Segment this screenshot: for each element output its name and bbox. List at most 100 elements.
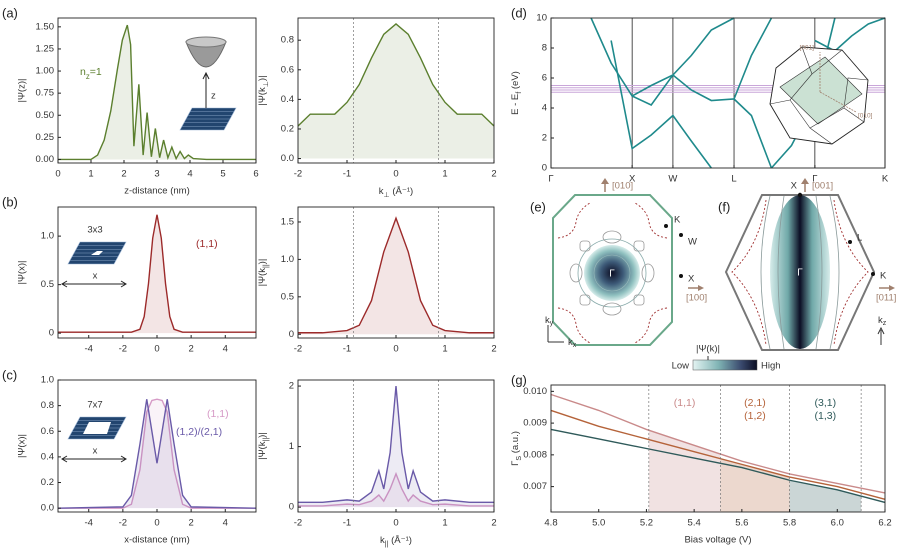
- panel-label: (g): [511, 372, 527, 387]
- density: [770, 195, 830, 349]
- text-part: E - E: [510, 94, 521, 115]
- x-tick-label: 0: [55, 169, 60, 180]
- x-tick-label: 5.8: [783, 518, 796, 529]
- line: [58, 214, 256, 333]
- text-part: k: [568, 337, 573, 348]
- y-axis-label: |Ψ(z)|: [17, 79, 28, 103]
- x-tick-label: -4: [84, 518, 92, 529]
- arrow-head: [601, 178, 609, 184]
- x-tick-label: 2: [491, 169, 496, 180]
- x-tick-label: 2: [491, 344, 496, 355]
- x-tick-label: 1: [442, 344, 447, 355]
- x-tick-label: 5.0: [592, 518, 605, 529]
- colorbar-low: Low: [672, 361, 690, 372]
- y-tick-label: 8: [542, 43, 547, 54]
- contour: [593, 254, 631, 292]
- region-label: (1,2): [744, 410, 766, 422]
- x-tick-label: -2: [294, 169, 302, 180]
- text-part: Γ: [510, 461, 521, 466]
- text-part: n: [80, 66, 86, 78]
- inset-axis-label: x: [93, 271, 98, 282]
- point: [664, 224, 668, 228]
- line: [610, 40, 712, 169]
- y-tick-label: 1.0: [41, 231, 54, 242]
- series-label: (1,1): [196, 238, 218, 250]
- text-part: k: [878, 315, 883, 326]
- text-part: (Å⁻¹): [390, 186, 413, 197]
- point-label: X: [688, 274, 695, 285]
- x-tick-label: 4: [223, 518, 228, 529]
- y-tick-label: 0.008: [523, 449, 547, 460]
- line: [298, 471, 494, 507]
- line: [57, 399, 257, 509]
- axis-arrow: [877, 326, 885, 345]
- map-f: (f) Γ X [001] L K [011] kz: [718, 178, 896, 351]
- panel-label: (f): [718, 199, 730, 214]
- panel-label: (e): [530, 199, 546, 214]
- line: [814, 17, 886, 52]
- line: [631, 73, 773, 169]
- x-tick-label: 3: [154, 169, 159, 180]
- map-e: (e) Γ [010] K W X [100] ky kx: [530, 178, 707, 349]
- y-tick-label: 1.00: [36, 66, 55, 77]
- colorbar: |Ψ(k)| Low High: [672, 344, 781, 372]
- x-tick-label: 5: [220, 169, 225, 180]
- plot-area: [58, 380, 256, 512]
- y-tick-label: 0.50: [36, 110, 55, 121]
- y-tick-label: 0.5: [281, 291, 294, 302]
- arrow-head: [61, 455, 127, 463]
- text-part: |Ψ(k: [257, 87, 268, 106]
- direction-label: [010]: [612, 181, 633, 192]
- contour: [577, 238, 647, 308]
- point: [848, 240, 852, 244]
- x-tick-label: 0: [154, 344, 159, 355]
- plot-area: [298, 207, 494, 338]
- y-tick-label: 1.0: [41, 375, 54, 386]
- dashed-contours: [557, 202, 668, 344]
- y-axis-label: |Ψ(x)|: [17, 434, 28, 458]
- panel-label: (b): [2, 194, 18, 209]
- x-tick-label: 4.8: [544, 518, 557, 529]
- y-axis-label: E - Ef (eV): [510, 71, 523, 115]
- x-tick-label: -1: [343, 344, 351, 355]
- x-tick-label: 2: [121, 169, 126, 180]
- x-tick-label: -2: [294, 518, 302, 529]
- panel-label: (d): [511, 5, 527, 20]
- inset-axis-label: z: [211, 91, 216, 102]
- x-tick-label: Γ: [812, 174, 817, 185]
- text-part: k: [545, 315, 550, 326]
- x-tick-label: -1: [343, 169, 351, 180]
- region-label: (2,1): [744, 397, 766, 409]
- text-part: k: [379, 186, 384, 197]
- direction-label: [100]: [686, 293, 707, 304]
- text-part: |Ψ(k: [257, 441, 268, 460]
- text-part: |Ψ(k: [257, 268, 268, 287]
- text-part: ⊥: [384, 191, 390, 199]
- point-label: K: [674, 215, 681, 226]
- inset-label: 3x3: [87, 225, 102, 236]
- x-axis-label: x-distance (nm): [124, 535, 189, 546]
- inset-label: 7x7: [87, 400, 102, 411]
- panel-label: (a): [2, 5, 18, 20]
- point: [679, 233, 683, 237]
- area: [58, 399, 256, 509]
- area: [58, 399, 256, 509]
- point-label: L: [857, 233, 862, 244]
- y-tick-label: 2: [289, 381, 294, 392]
- text-part: (eV): [510, 71, 521, 92]
- y-axis-label: ΓS (a.u.): [510, 431, 523, 466]
- plot-area: [298, 18, 494, 163]
- axis-label: kz: [878, 315, 887, 328]
- text-part: y: [550, 320, 554, 327]
- line: [590, 17, 735, 98]
- region-label: (3,1): [815, 397, 837, 409]
- y-tick-label: 6: [542, 73, 547, 84]
- line: [297, 23, 495, 127]
- x-tick-label: 0: [393, 518, 398, 529]
- text-part: (a.u.): [510, 431, 521, 456]
- y-tick-label: 1.0: [281, 254, 294, 265]
- y-tick-label: 10: [536, 13, 547, 24]
- x-tick-label: 2: [188, 518, 193, 529]
- area: [298, 218, 494, 335]
- direction-label: [001]: [812, 181, 833, 192]
